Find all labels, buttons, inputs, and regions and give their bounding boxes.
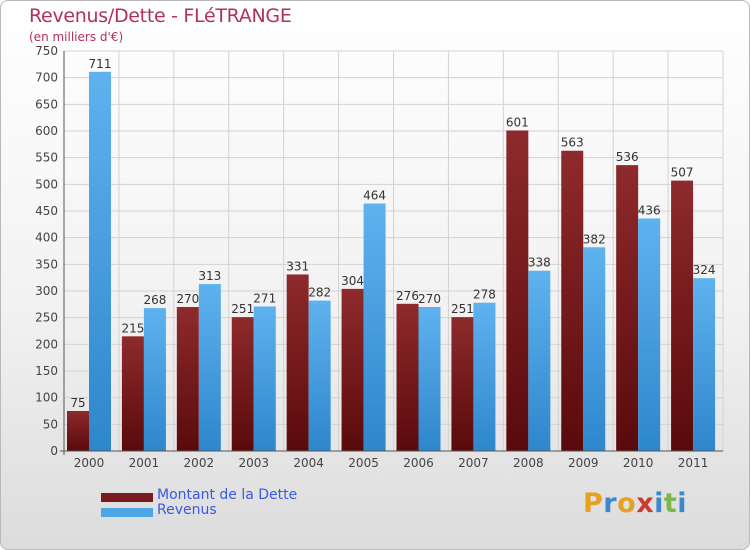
logo-letter: t (663, 488, 678, 519)
bar-dette (671, 180, 694, 451)
bar-dette (231, 317, 254, 451)
y-tick-label: 150 (35, 364, 58, 378)
x-tick-label: 2007 (458, 456, 489, 470)
bar-revenus (363, 203, 386, 451)
data-label: 436 (638, 203, 661, 217)
y-tick-label: 350 (35, 257, 58, 271)
y-tick-label: 600 (35, 124, 58, 138)
bar-dette (286, 274, 309, 451)
data-label: 268 (143, 293, 166, 307)
x-tick-label: 2009 (568, 456, 599, 470)
bar-dette (121, 336, 144, 451)
y-tick-label: 300 (35, 284, 58, 298)
legend-swatch-debt (101, 493, 153, 502)
bar-revenus (308, 300, 331, 451)
bar-dette (616, 165, 639, 451)
bar-dette (67, 411, 89, 451)
data-label: 324 (693, 263, 716, 277)
data-label: 563 (561, 136, 584, 150)
x-tick-label: 2003 (238, 456, 269, 470)
x-tick-label: 2001 (129, 456, 160, 470)
y-tick-label: 0 (50, 444, 58, 458)
proxiti-logo: Proxiti (583, 488, 687, 519)
data-label: 507 (671, 166, 694, 180)
logo-letter: i (654, 488, 664, 519)
data-label: 536 (616, 150, 639, 164)
bar-revenus (198, 284, 221, 451)
bar-revenus (418, 307, 441, 451)
bar-dette (176, 307, 199, 451)
y-tick-label: 50 (43, 417, 58, 431)
logo-letter: o (617, 488, 637, 519)
legend-label-revenus: Revenus (157, 502, 217, 518)
bar-revenus (693, 278, 716, 451)
x-tick-label: 2004 (293, 456, 324, 470)
x-tick-label: 2005 (348, 456, 379, 470)
data-label: 251 (451, 302, 474, 316)
data-label: 270 (418, 292, 441, 306)
data-label: 215 (121, 321, 144, 335)
data-label: 276 (396, 289, 419, 303)
logo-letter: P (583, 488, 604, 519)
legend-swatch-revenus (101, 508, 153, 517)
bar-revenus (253, 306, 276, 451)
data-label: 251 (231, 302, 254, 316)
logo-letter: r (603, 488, 618, 519)
bar-revenus (583, 247, 606, 451)
data-label: 601 (506, 115, 529, 129)
bar-revenus (89, 71, 111, 452)
y-tick-label: 100 (35, 391, 58, 405)
data-label: 304 (341, 274, 364, 288)
y-tick-label: 450 (35, 204, 58, 218)
x-tick-label: 2006 (403, 456, 434, 470)
data-label: 382 (583, 232, 606, 246)
logo-letter: i (677, 488, 688, 519)
x-tick-label: 2008 (513, 456, 544, 470)
y-tick-label: 700 (35, 71, 58, 85)
chart-subtitle: (en milliers d'€) (29, 30, 124, 44)
bar-dette (341, 288, 364, 451)
bar-dette (396, 303, 419, 451)
y-tick-label: 200 (35, 337, 58, 351)
data-label: 464 (363, 189, 386, 203)
bar-revenus (143, 308, 166, 451)
y-tick-label: 650 (35, 97, 58, 111)
y-tick-label: 500 (35, 177, 58, 191)
data-label: 711 (89, 57, 112, 71)
data-label: 331 (286, 259, 309, 273)
bar-revenus (638, 218, 661, 451)
y-tick-label: 750 (35, 44, 58, 58)
logo-letter: x (636, 488, 655, 519)
legend-label-debt: Montant de la Dette (157, 487, 298, 503)
x-tick-label: 2010 (623, 456, 654, 470)
data-label: 278 (473, 288, 496, 302)
x-tick-label: 2002 (184, 456, 215, 470)
data-label: 313 (198, 269, 221, 283)
x-tick-label: 2000 (74, 456, 105, 470)
y-tick-label: 400 (35, 231, 58, 245)
y-tick-label: 550 (35, 151, 58, 165)
bar-dette (561, 150, 584, 451)
bar-dette (451, 317, 474, 451)
x-tick-label: 2011 (678, 456, 709, 470)
y-tick-label: 250 (35, 311, 58, 325)
data-label: 75 (70, 396, 85, 410)
bar-dette (506, 130, 529, 451)
bar-revenus (528, 270, 551, 451)
bar-revenus (473, 302, 496, 451)
data-label: 338 (528, 256, 551, 270)
chart-title: Revenus/Dette - FLéTRANGE (29, 5, 292, 27)
data-label: 282 (308, 286, 331, 300)
data-label: 271 (253, 291, 276, 305)
data-label: 270 (176, 292, 199, 306)
